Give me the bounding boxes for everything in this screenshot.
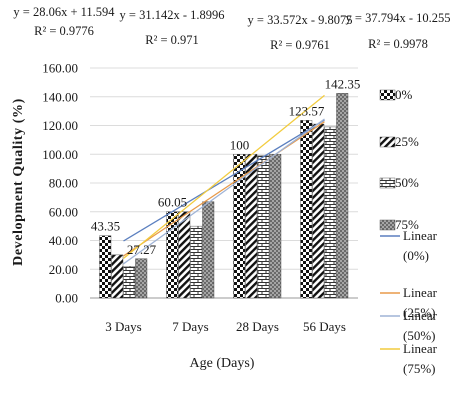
legend-label: 75% [395,217,419,232]
x-tick-label: 28 Days [236,319,279,334]
y-tick-label: 160.00 [42,61,78,76]
bar [166,211,179,299]
legend: 0%25%50%75%Linear(0%)Linear(25%)Linear(5… [379,87,438,376]
x-tick-label: 56 Days [303,319,346,334]
y-tick-label: 80.00 [49,176,78,191]
legend-swatch [379,177,396,189]
legend-label: (25%) [403,305,436,320]
bar [324,126,337,299]
legend-label: Linear [403,308,438,323]
legend-swatch [379,136,396,148]
trendline [123,118,325,265]
data-label: 43.35 [91,219,120,234]
bar [111,254,124,299]
y-tick-label: 40.00 [49,233,78,248]
data-label: 100 [230,137,250,152]
trendline-equation: y = 31.142x - 1.8996 [120,8,225,22]
legend-label: 50% [395,175,419,190]
legend-label: Linear [403,341,438,356]
y-tick-label: 120.00 [42,118,78,133]
trendline [123,121,325,257]
bar [123,266,136,299]
trendline-equation: y = 37.794x - 10.255 [346,11,451,25]
trendline-equation: y = 33.572x - 9.8075 [248,13,353,27]
bar [245,154,258,299]
data-labels: 43.35 60.05 100 123.57 27.27 142.35 [91,76,361,256]
legend-label: 25% [395,134,419,149]
legend-label: 0% [395,87,413,102]
legend-swatch [379,89,396,101]
trendline-equations: y = 28.06x + 11.594 R² = 0.9776 y = 31.142… [13,5,450,52]
trendline-r2: R² = 0.971 [145,33,199,47]
x-tick-label: 7 Days [172,319,208,334]
bar [99,235,112,299]
legend-label: (50%) [403,328,436,343]
x-tick-label: 3 Days [105,319,141,334]
bar [233,154,246,299]
y-axis-title: Development Quality (%) [11,98,26,266]
trendline-r2: R² = 0.9776 [34,24,94,38]
bar [135,258,148,299]
trendline-r2: R² = 0.9761 [270,38,330,52]
x-axis-ticks: 3 Days 7 Days 28 Days 56 Days [105,319,346,334]
legend-label: Linear [403,285,438,300]
bars [99,93,349,299]
legend-label: Linear [403,228,438,243]
y-tick-label: 140.00 [42,89,78,104]
legend-swatch [379,219,396,231]
data-label: 27.27 [127,242,157,257]
x-axis-title: Age (Days) [190,356,255,371]
bar [300,120,313,299]
y-tick-label: 100.00 [42,147,78,162]
data-label: 142.35 [325,76,361,91]
y-axis-ticks: 0.00 20.00 40.00 60.00 80.00 100.00 120.00 140.… [42,61,78,306]
trendline-equation: y = 28.06x + 11.594 [13,5,115,19]
legend-label: (0%) [403,248,429,263]
trendlines [123,94,325,265]
bar [269,154,282,299]
data-label: 123.57 [289,103,325,118]
bar [336,93,349,299]
legend-label: (75%) [403,361,436,376]
trendline [123,119,325,242]
bar [178,211,191,299]
y-tick-label: 20.00 [49,262,78,277]
data-label: 60.05 [158,195,187,210]
trendline [123,94,325,259]
bar [190,225,203,299]
y-tick-label: 60.00 [49,204,78,219]
bar [202,201,215,299]
bar [312,123,325,299]
y-tick-label: 0.00 [55,291,78,306]
trendline-r2: R² = 0.9978 [368,37,428,51]
bar [257,155,270,299]
